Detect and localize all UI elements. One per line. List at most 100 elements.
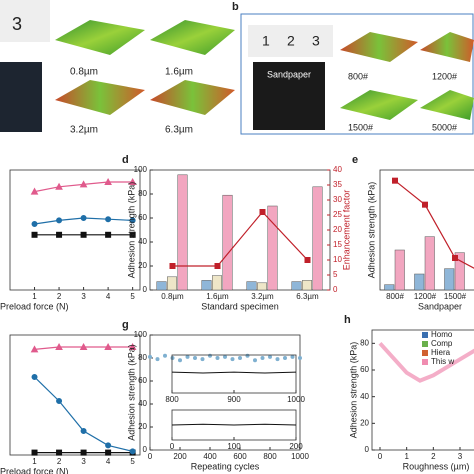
x-tick-label: 6.3µm xyxy=(296,292,319,301)
x-tick-label: 2 xyxy=(57,292,62,301)
x-tick-label: 400 xyxy=(203,452,217,461)
y-tick-label: 0 xyxy=(143,285,148,294)
x-tick-label: 100 xyxy=(227,442,241,451)
point xyxy=(268,354,272,359)
surface xyxy=(150,20,235,55)
bar xyxy=(257,282,267,291)
panel-letter: b xyxy=(232,1,239,13)
marker xyxy=(31,221,38,227)
surface xyxy=(340,32,418,62)
x-tick-label: 5 xyxy=(130,457,135,466)
line xyxy=(171,423,297,426)
point xyxy=(238,356,242,360)
ruler-number: 3 xyxy=(12,14,22,34)
point xyxy=(193,356,197,360)
legend-swatch xyxy=(422,332,428,338)
point xyxy=(275,357,280,362)
y-tick-label: 60 xyxy=(138,376,147,385)
x-tick-label: 3.2µm xyxy=(251,292,274,301)
x-tick-label: 200 xyxy=(289,442,303,451)
marker xyxy=(31,374,38,380)
y2-tick-label: 15 xyxy=(333,240,342,249)
bar xyxy=(302,280,312,291)
y-tick-label: 40 xyxy=(138,399,147,408)
y-axis-label: Adhesion strength (kPa) xyxy=(126,344,136,441)
x-axis-label: Sandpaper xyxy=(418,301,462,311)
x-tick-label: 1200# xyxy=(414,292,437,301)
marker xyxy=(259,209,266,215)
line xyxy=(171,371,297,374)
marker xyxy=(128,342,137,350)
point xyxy=(253,358,257,363)
point xyxy=(283,356,287,360)
y-tick-label: 80 xyxy=(138,189,147,198)
surface-label: 5000# xyxy=(432,122,457,132)
sandpaper xyxy=(253,62,325,130)
ruler-number: 2 xyxy=(287,33,295,49)
y2-tick-label: 10 xyxy=(333,255,342,264)
line xyxy=(34,376,133,452)
panel-b: b 1 2 3 Sandpaper 800# 1200# 1500# 5000# xyxy=(232,1,474,135)
x-tick-label: 0.8µm xyxy=(161,292,184,301)
marker xyxy=(56,217,63,224)
legend-swatch xyxy=(422,350,428,356)
marker xyxy=(104,342,112,350)
x-tick-label: 1 xyxy=(32,292,37,301)
y-tick-label: 100 xyxy=(134,165,148,174)
x-tick-label: 200 xyxy=(173,452,187,461)
point xyxy=(185,354,190,359)
point xyxy=(230,357,235,362)
marker xyxy=(80,449,87,456)
bar xyxy=(246,281,257,291)
line xyxy=(172,211,308,267)
x-tick-label: 3 xyxy=(81,292,86,301)
x-tick-label: 1000 xyxy=(291,452,309,461)
marker xyxy=(105,216,112,223)
y-tick-label: 60 xyxy=(360,365,369,374)
bar xyxy=(384,284,395,291)
y-axis-label: Adhesion strength (kPa) xyxy=(126,182,136,279)
plot-frame xyxy=(9,334,141,456)
x-tick-label: 1.6µm xyxy=(206,292,229,301)
legend-swatch xyxy=(422,359,428,365)
y-tick-label: 0 xyxy=(365,445,370,454)
marker xyxy=(422,201,428,208)
marker xyxy=(129,217,136,224)
y-tick-label: 40 xyxy=(138,237,147,246)
x-tick-label: 1 xyxy=(404,452,409,461)
bar xyxy=(444,268,455,291)
bar xyxy=(167,276,177,291)
plot-frame xyxy=(149,169,331,291)
y2-axis-label: Enhancement factor xyxy=(341,190,351,271)
x-tick-label: 1500# xyxy=(444,292,467,301)
panel-letter: e xyxy=(352,154,358,166)
x-tick-label: 800# xyxy=(386,292,404,301)
marker xyxy=(128,177,137,185)
point xyxy=(290,354,295,359)
marker xyxy=(55,182,63,190)
x-tick-label: 900 xyxy=(227,395,241,404)
sample-label: Sandpaper xyxy=(267,69,311,79)
x-tick-label: 800 xyxy=(263,452,277,461)
marker xyxy=(214,263,221,269)
bar xyxy=(212,275,222,291)
x-axis-label: Preload force (N) xyxy=(0,301,69,311)
x-tick-label: 600 xyxy=(233,452,247,461)
y-tick-label: 20 xyxy=(360,418,369,427)
bar xyxy=(414,273,425,291)
x-axis-label: Standard specimen xyxy=(201,301,279,311)
point xyxy=(245,353,250,358)
x-axis-label: Preload force (N) xyxy=(0,466,69,474)
marker xyxy=(80,428,87,434)
panel-border xyxy=(240,13,474,135)
bar xyxy=(291,281,302,291)
bar xyxy=(156,281,167,291)
bar xyxy=(424,236,435,291)
marker xyxy=(80,231,87,238)
y2-tick-label: 5 xyxy=(333,270,338,279)
x-tick-label: 1 xyxy=(32,457,37,466)
marker xyxy=(104,177,112,185)
panel-a: 3 0.8µm 1.6µm 3.2µm 6.3µm xyxy=(0,0,235,136)
bar xyxy=(222,194,233,291)
plot-frame xyxy=(371,329,474,451)
